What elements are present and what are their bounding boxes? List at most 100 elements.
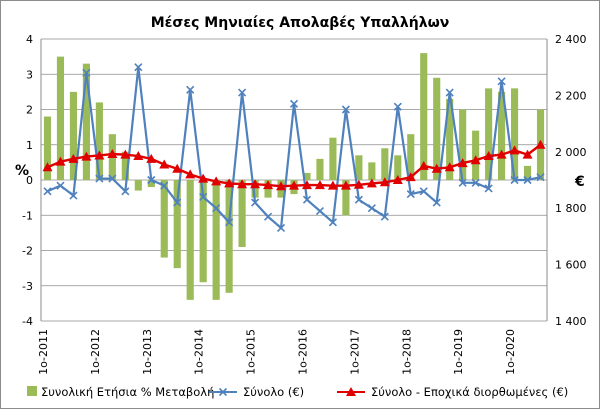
x-tick-label: 1o-2020 [504, 329, 517, 375]
bar [82, 63, 90, 180]
seasonal-point [444, 162, 455, 172]
seasonal-point [327, 180, 338, 190]
seasonal-point [483, 151, 494, 161]
bar [523, 165, 532, 180]
total-point [471, 178, 480, 187]
legend-item: Συνολική Ετήσια % Μεταβολή [27, 385, 214, 399]
seasonal-point [353, 179, 364, 189]
bar [381, 148, 389, 180]
y-right-tick-label: 1 600 [555, 259, 587, 272]
bar [329, 137, 337, 180]
total-point [238, 88, 247, 97]
legend-label: Σύνολο (€) [243, 385, 304, 399]
seasonal-point [522, 149, 533, 159]
total-point [315, 206, 325, 216]
seasonal-point [211, 176, 222, 186]
seasonal-point [366, 178, 377, 188]
total-point [523, 175, 532, 185]
y-left-tick-label: 2 [26, 104, 33, 117]
y-left-axis-label: % [15, 163, 29, 179]
y-left-tick-label: 1 [26, 139, 33, 152]
seasonal-point [224, 178, 235, 188]
total-point [328, 218, 337, 227]
legend-swatch [27, 386, 37, 396]
total-point [56, 181, 65, 190]
seasonal-point [237, 179, 248, 189]
bar [433, 77, 441, 180]
seasonal-point [276, 181, 287, 191]
total-point [536, 173, 545, 182]
seasonal-point [496, 149, 507, 159]
y-left-tick-label: -4 [22, 315, 33, 328]
bar [459, 109, 467, 180]
bar [303, 172, 311, 180]
legend-label: Σύνολο - Εποχικά διορθωμένες (€) [371, 385, 568, 399]
bar [134, 180, 142, 191]
seasonal-point [509, 145, 520, 155]
bar [251, 180, 259, 198]
total-point [341, 105, 350, 114]
x-tick-label: 1o-2015 [245, 329, 258, 375]
bar [420, 53, 428, 180]
total-point [419, 187, 428, 196]
total-point [147, 175, 156, 185]
total-point [108, 174, 117, 183]
legend-item: Σύνολο - Εποχικά διορθωμένες (€) [337, 385, 568, 399]
total-point [458, 178, 467, 187]
y-left-tick-label: 3 [26, 68, 33, 81]
y-left-tick-label: -2 [22, 245, 33, 258]
bar [355, 155, 363, 180]
x-tick-label: 1o-2013 [141, 329, 154, 375]
bar [225, 180, 233, 293]
y-right-tick-label: 2 200 [555, 89, 587, 102]
seasonal-point [159, 159, 170, 169]
x-tick-label: 1o-2018 [400, 329, 413, 375]
total-point [393, 102, 402, 111]
seasonal-point [133, 151, 144, 161]
y-right-tick-label: 1 400 [555, 315, 587, 328]
seasonal-point [289, 180, 299, 190]
seasonal-point [314, 180, 325, 190]
total-point [380, 212, 389, 221]
total-point [225, 218, 234, 227]
bar [56, 56, 65, 180]
seasonal-point [250, 179, 261, 189]
total-point [354, 195, 363, 204]
seasonal-point [431, 163, 442, 173]
total-point [199, 192, 208, 201]
chart-title: Μέσες Μηνιαίες Απολαβές Υπαλλήλων [151, 15, 450, 31]
total-point [263, 212, 273, 221]
seasonal-point [379, 177, 390, 187]
bar [485, 88, 493, 180]
total-point [251, 198, 260, 207]
total-point [173, 198, 182, 207]
bar [238, 180, 246, 247]
seasonal-point [301, 180, 312, 190]
bar [186, 180, 194, 300]
seasonal-point [418, 160, 429, 170]
total-point [134, 63, 143, 72]
bar [95, 102, 103, 180]
seasonal-point [198, 173, 209, 183]
total-point [484, 184, 493, 193]
bar [342, 180, 350, 216]
seasonal-point [146, 153, 157, 163]
seasonal-point [68, 153, 79, 163]
total-point [69, 191, 78, 200]
total-point [82, 68, 91, 77]
y-right-axis-label: € [574, 174, 585, 190]
line-series [42, 63, 546, 233]
total-point [186, 85, 195, 94]
bar [43, 116, 52, 180]
legend: Συνολική Ετήσια % Μεταβολή Σύνολο (€) Σύνο… [27, 385, 568, 399]
bar [510, 88, 519, 180]
seasonal-point [185, 169, 196, 179]
seasonal-point [94, 150, 105, 160]
bar [407, 134, 415, 180]
total-point [212, 204, 221, 213]
total-point [95, 174, 104, 183]
bar [368, 162, 376, 180]
axes: 4 3 2 1 0 -1 -2 -3 -4 2 400 2 200 2 000 1 800 1 600 1 … [22, 33, 586, 375]
